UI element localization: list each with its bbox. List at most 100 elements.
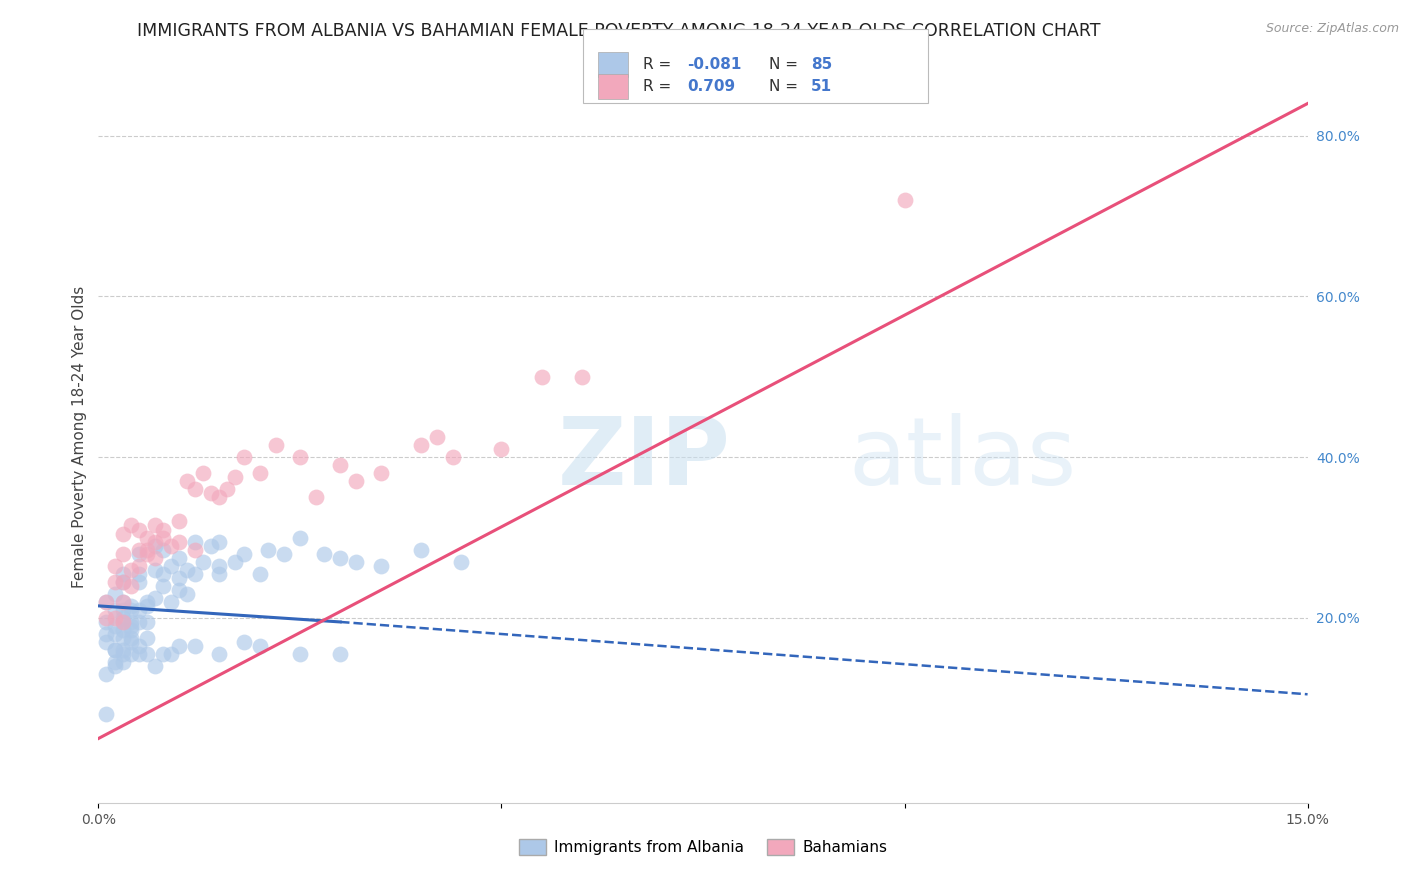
Point	[152, 531, 174, 545]
Point	[491, 442, 513, 457]
Text: N =: N =	[769, 57, 803, 71]
Point	[143, 518, 166, 533]
Point	[370, 558, 392, 573]
Point	[128, 523, 150, 537]
Point	[128, 647, 150, 661]
Point	[103, 659, 125, 673]
Point	[120, 579, 142, 593]
Point	[224, 470, 246, 484]
Point	[120, 635, 142, 649]
Point	[160, 539, 183, 553]
Point	[232, 547, 254, 561]
Point	[409, 542, 432, 557]
Point	[103, 587, 125, 601]
Point	[288, 647, 311, 661]
Point	[120, 631, 142, 645]
Point	[111, 566, 134, 581]
Point	[103, 603, 125, 617]
Point	[167, 515, 190, 529]
Point	[103, 619, 125, 633]
Point	[232, 450, 254, 465]
Point	[96, 611, 118, 625]
Text: R =: R =	[643, 79, 681, 94]
Point	[143, 534, 166, 549]
Point	[96, 627, 118, 641]
Point	[160, 558, 183, 573]
Point	[160, 647, 183, 661]
Point	[96, 707, 118, 722]
Point	[96, 595, 118, 609]
Text: atlas: atlas	[848, 413, 1077, 505]
Point	[273, 547, 295, 561]
Point	[143, 550, 166, 565]
Point	[111, 643, 134, 657]
Point	[208, 566, 231, 581]
Point	[96, 615, 118, 629]
Point	[176, 475, 198, 489]
Point	[111, 574, 134, 589]
Point	[96, 667, 118, 681]
Text: Source: ZipAtlas.com: Source: ZipAtlas.com	[1265, 22, 1399, 36]
Point	[288, 531, 311, 545]
Point	[128, 542, 150, 557]
Point	[160, 595, 183, 609]
Point	[208, 647, 231, 661]
Point	[143, 539, 166, 553]
Point	[184, 639, 207, 653]
Point	[120, 619, 142, 633]
Point	[111, 595, 134, 609]
Point	[256, 542, 278, 557]
Point	[208, 534, 231, 549]
Text: IMMIGRANTS FROM ALBANIA VS BAHAMIAN FEMALE POVERTY AMONG 18-24 YEAR OLDS CORRELA: IMMIGRANTS FROM ALBANIA VS BAHAMIAN FEMA…	[136, 22, 1101, 40]
Point	[176, 587, 198, 601]
Point	[111, 611, 134, 625]
Point	[135, 547, 157, 561]
Text: 51: 51	[811, 79, 832, 94]
Point	[329, 458, 352, 473]
Point	[120, 563, 142, 577]
Point	[184, 542, 207, 557]
Point	[305, 491, 328, 505]
Point	[135, 631, 157, 645]
Point	[111, 526, 134, 541]
Point	[571, 369, 593, 384]
Point	[184, 566, 207, 581]
Point	[128, 615, 150, 629]
Point	[184, 483, 207, 497]
Point	[111, 595, 134, 609]
Point	[152, 579, 174, 593]
Point	[103, 558, 125, 573]
Point	[167, 550, 190, 565]
Point	[135, 531, 157, 545]
Point	[103, 574, 125, 589]
Point	[103, 611, 125, 625]
Point	[152, 523, 174, 537]
Point	[167, 639, 190, 653]
Point	[135, 599, 157, 613]
Point	[128, 639, 150, 653]
Point	[193, 555, 215, 569]
Point	[111, 623, 134, 637]
Text: R =: R =	[643, 57, 676, 71]
Point	[530, 369, 553, 384]
Point	[152, 566, 174, 581]
Point	[111, 615, 134, 629]
Point	[344, 475, 367, 489]
Point	[111, 631, 134, 645]
Point	[441, 450, 464, 465]
Text: 0.709: 0.709	[688, 79, 735, 94]
Point	[111, 547, 134, 561]
Point	[111, 615, 134, 629]
Point	[232, 635, 254, 649]
Point	[193, 467, 215, 481]
Point	[111, 574, 134, 589]
Point	[120, 603, 142, 617]
Point	[128, 603, 150, 617]
Text: N =: N =	[769, 79, 803, 94]
Point	[135, 615, 157, 629]
Point	[128, 574, 150, 589]
Point	[103, 627, 125, 641]
Point	[96, 595, 118, 609]
Point	[120, 518, 142, 533]
Point	[167, 582, 190, 597]
